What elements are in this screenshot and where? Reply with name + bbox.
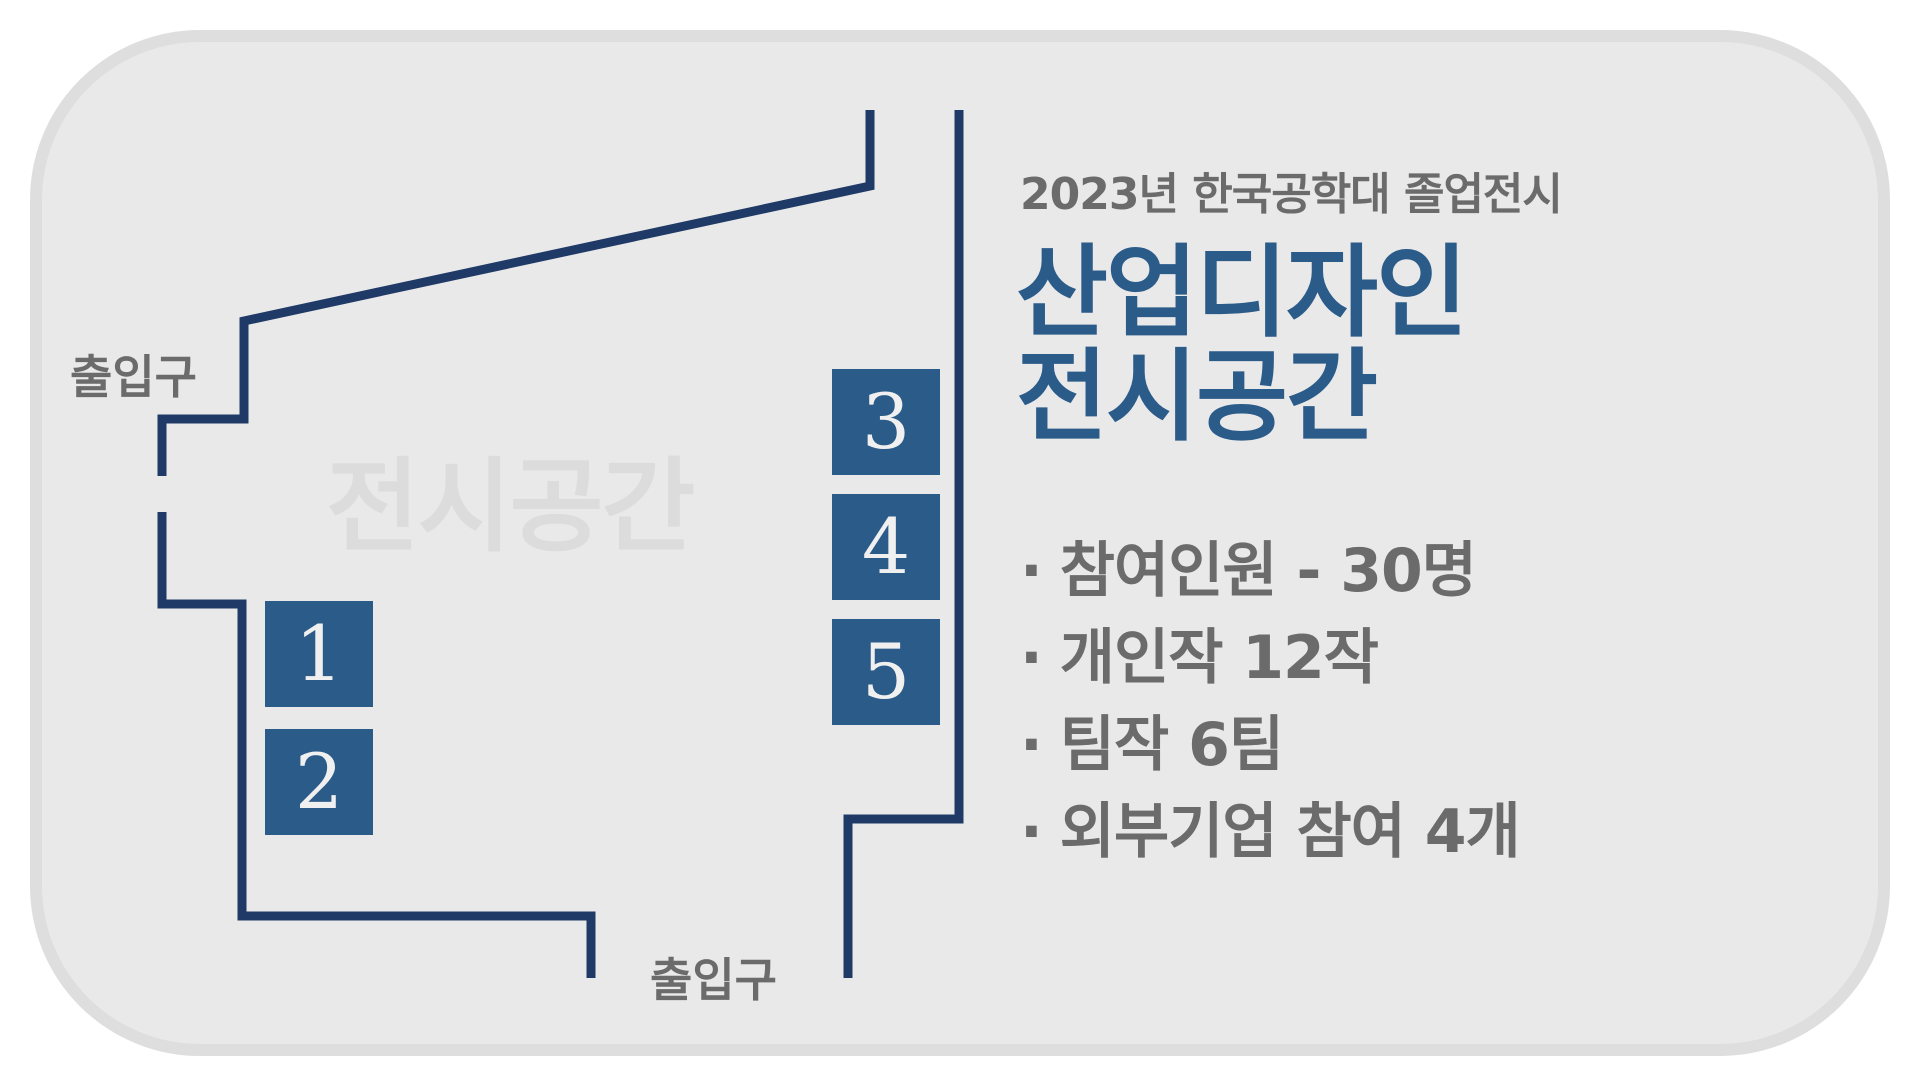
title-line-2: 전시공간	[1016, 338, 1378, 455]
bullet-dot: ·	[1020, 536, 1043, 606]
entrance-left-label: 출입구	[70, 350, 197, 404]
bullet-dot: ·	[1020, 623, 1043, 693]
stat-item: · 외부기업 참여 4개	[1020, 797, 1521, 867]
stat-item: · 참여인원 - 30명	[1020, 536, 1477, 606]
exhibition-area-label: 전시공간	[326, 448, 695, 567]
stats-list: · 참여인원 - 30명 · 개인작 12작 · 팀작 6팀 · 외부기업 참여 4개	[1020, 528, 1521, 876]
stat-item: · 개인작 12작	[1020, 623, 1379, 693]
exhibition-subtitle: 2023년 한국공학대 졸업전시	[1020, 169, 1563, 220]
booth-2: 2	[265, 729, 373, 835]
wall-lower-left	[157, 512, 596, 978]
bullet-dot: ·	[1020, 710, 1043, 780]
stat-item: · 팀작 6팀	[1020, 710, 1284, 780]
wall-right	[843, 110, 964, 978]
title-line-1: 산업디자인	[1016, 234, 1468, 351]
booth-1: 1	[265, 601, 373, 707]
booth-5: 5	[832, 619, 940, 725]
wall-upper-left	[157, 110, 875, 476]
booth-3: 3	[832, 369, 940, 475]
entrance-bottom-label: 출입구	[650, 953, 777, 1007]
bullet-dot: ·	[1020, 797, 1043, 867]
booth-4: 4	[832, 494, 940, 600]
